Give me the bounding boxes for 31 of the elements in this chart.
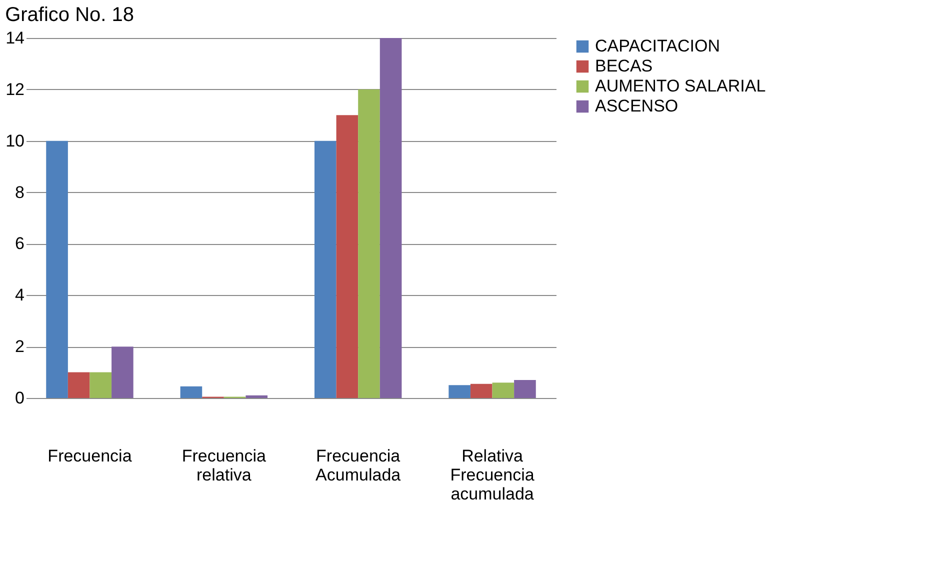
- x-tick-label: Frecuencia Acumulada: [316, 446, 402, 484]
- bar: [358, 89, 380, 398]
- bar: [112, 346, 134, 398]
- bar: [246, 395, 268, 398]
- bar: [46, 140, 68, 398]
- bar: [68, 372, 90, 398]
- legend-label: AUMENTO SALARIAL: [595, 76, 766, 96]
- bar: [514, 380, 536, 398]
- chart-title: Grafico No. 18: [5, 4, 134, 26]
- y-tick-label: 12: [6, 80, 24, 99]
- x-tick-label: Frecuencia relativa: [182, 446, 266, 484]
- x-tick-label: Frecuencia: [48, 446, 132, 466]
- x-tick-label: Relativa Frecuencia acumulada: [450, 446, 535, 504]
- y-tick-label: 14: [6, 28, 24, 48]
- y-tick-label: 0: [15, 388, 24, 408]
- y-tick-label: 6: [15, 234, 24, 254]
- bar: [492, 382, 514, 398]
- y-tick-label: 4: [15, 286, 24, 305]
- bar: [336, 115, 358, 398]
- bar: [470, 384, 492, 398]
- y-tick-label: 2: [15, 337, 24, 356]
- y-tick-label: 8: [15, 182, 24, 202]
- bar: [180, 386, 202, 398]
- legend-label: ASCENSO: [595, 96, 678, 116]
- legend-label: CAPACITACION: [595, 36, 720, 56]
- y-tick-label: 10: [6, 131, 24, 150]
- bar: [90, 372, 112, 398]
- bar: [448, 385, 470, 398]
- bar: [380, 38, 402, 398]
- bar: [314, 140, 336, 398]
- legend-label: BECAS: [595, 56, 653, 76]
